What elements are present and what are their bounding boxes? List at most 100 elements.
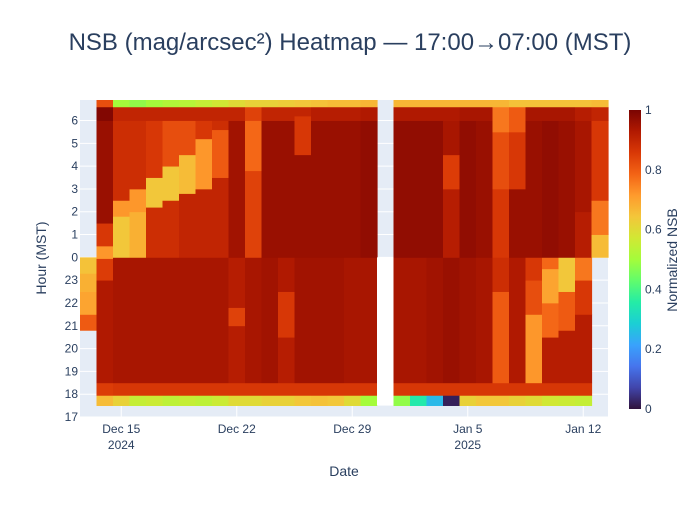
heatmap-cell[interactable] bbox=[146, 120, 164, 178]
heatmap-cell[interactable] bbox=[179, 257, 197, 384]
heatmap-cell[interactable] bbox=[146, 106, 164, 121]
heatmap-cell[interactable] bbox=[261, 100, 279, 108]
heatmap-cell[interactable] bbox=[96, 100, 114, 108]
heatmap-cell[interactable] bbox=[195, 395, 213, 406]
heatmap-cell[interactable] bbox=[509, 188, 527, 258]
heatmap-cell[interactable] bbox=[96, 223, 114, 247]
heatmap-cell[interactable] bbox=[542, 106, 560, 121]
heatmap-cell[interactable] bbox=[228, 257, 246, 308]
heatmap-cell[interactable] bbox=[162, 257, 180, 384]
heatmap-cell[interactable] bbox=[146, 100, 164, 108]
heatmap-cell[interactable] bbox=[195, 120, 213, 140]
heatmap-cell[interactable] bbox=[261, 257, 279, 384]
heatmap-cell[interactable] bbox=[179, 100, 197, 108]
heatmap-cell[interactable] bbox=[525, 314, 543, 384]
heatmap-cell[interactable] bbox=[476, 120, 494, 258]
heatmap-cell[interactable] bbox=[311, 120, 329, 258]
heatmap-cell[interactable] bbox=[261, 106, 279, 121]
heatmap-cell[interactable] bbox=[558, 100, 576, 108]
heatmap-cell[interactable] bbox=[443, 106, 461, 121]
heatmap-cell[interactable] bbox=[360, 257, 378, 384]
heatmap-cell[interactable] bbox=[228, 120, 246, 258]
heatmap-cell[interactable] bbox=[113, 382, 131, 396]
heatmap-cell[interactable] bbox=[410, 257, 428, 384]
heatmap-cell[interactable] bbox=[113, 216, 131, 258]
heatmap-cell[interactable] bbox=[162, 200, 180, 258]
heatmap-cell[interactable] bbox=[294, 115, 312, 156]
heatmap-cell[interactable] bbox=[294, 100, 312, 108]
heatmap-cell[interactable] bbox=[261, 120, 279, 258]
heatmap-cell[interactable] bbox=[327, 100, 345, 108]
heatmap-cell[interactable] bbox=[344, 257, 362, 384]
heatmap-cell[interactable] bbox=[476, 106, 494, 121]
heatmap-cell[interactable] bbox=[245, 170, 263, 258]
heatmap-cell[interactable] bbox=[525, 106, 543, 121]
heatmap-cell[interactable] bbox=[591, 106, 609, 121]
heatmap-cell[interactable] bbox=[80, 291, 98, 315]
heatmap-cell[interactable] bbox=[311, 106, 329, 121]
heatmap-cell[interactable] bbox=[459, 106, 477, 121]
heatmap-cell[interactable] bbox=[410, 100, 428, 108]
heatmap-cell[interactable] bbox=[591, 200, 609, 235]
heatmap-cell[interactable] bbox=[96, 382, 114, 396]
heatmap-cell[interactable] bbox=[311, 395, 329, 406]
heatmap-cell[interactable] bbox=[195, 257, 213, 384]
heatmap-cell[interactable] bbox=[278, 337, 296, 384]
heatmap-cell[interactable] bbox=[278, 382, 296, 396]
heatmap-cell[interactable] bbox=[195, 188, 213, 258]
heatmap-cell[interactable] bbox=[558, 257, 576, 292]
heatmap-cell[interactable] bbox=[360, 382, 378, 396]
heatmap-cell[interactable] bbox=[542, 268, 560, 304]
heatmap-cell[interactable] bbox=[492, 131, 510, 190]
heatmap-cell[interactable] bbox=[113, 100, 131, 108]
heatmap-cell[interactable] bbox=[575, 106, 593, 121]
heatmap-cell[interactable] bbox=[146, 257, 164, 384]
heatmap-cell[interactable] bbox=[575, 395, 593, 406]
heatmap-cell[interactable] bbox=[228, 382, 246, 396]
heatmap-cell[interactable] bbox=[426, 395, 444, 406]
heatmap-cell[interactable] bbox=[459, 257, 477, 384]
heatmap-cell[interactable] bbox=[294, 395, 312, 406]
heatmap-cell[interactable] bbox=[525, 395, 543, 406]
heatmap-cell[interactable] bbox=[426, 100, 444, 108]
heatmap-cell[interactable] bbox=[509, 100, 527, 108]
heatmap-cell[interactable] bbox=[443, 395, 461, 406]
heatmap-cell[interactable] bbox=[212, 100, 230, 108]
heatmap-cell[interactable] bbox=[459, 100, 477, 108]
heatmap-cell[interactable] bbox=[129, 188, 147, 213]
heatmap-cell[interactable] bbox=[575, 120, 593, 213]
heatmap-cell[interactable] bbox=[476, 395, 494, 406]
heatmap-cell[interactable] bbox=[344, 382, 362, 396]
heatmap-cell[interactable] bbox=[558, 120, 576, 258]
heatmap-cell[interactable] bbox=[542, 337, 560, 384]
heatmap-cell[interactable] bbox=[327, 382, 345, 396]
heatmap-cell[interactable] bbox=[393, 395, 411, 406]
heatmap-cell[interactable] bbox=[129, 382, 147, 396]
heatmap-cell[interactable] bbox=[195, 138, 213, 190]
heatmap-cell[interactable] bbox=[344, 100, 362, 108]
heatmap-cell[interactable] bbox=[525, 382, 543, 396]
heatmap-cell[interactable] bbox=[80, 257, 98, 274]
heatmap-cell[interactable] bbox=[393, 106, 411, 121]
heatmap-cell[interactable] bbox=[410, 120, 428, 258]
heatmap-cell[interactable] bbox=[575, 100, 593, 108]
heatmap-cell[interactable] bbox=[261, 395, 279, 406]
heatmap-cell[interactable] bbox=[542, 395, 560, 406]
heatmap-cell[interactable] bbox=[96, 258, 114, 281]
heatmap-cell[interactable] bbox=[558, 395, 576, 406]
heatmap-cell[interactable] bbox=[344, 120, 362, 258]
heatmap-cell[interactable] bbox=[360, 100, 378, 108]
heatmap-cell[interactable] bbox=[162, 100, 180, 108]
heatmap-cell[interactable] bbox=[542, 257, 560, 270]
heatmap-cell[interactable] bbox=[410, 395, 428, 406]
heatmap-cell[interactable] bbox=[443, 120, 461, 156]
heatmap-cell[interactable] bbox=[492, 291, 510, 384]
heatmap-cell[interactable] bbox=[360, 395, 378, 406]
heatmap-cell[interactable] bbox=[228, 100, 246, 108]
heatmap-cell[interactable] bbox=[575, 257, 593, 281]
heatmap-cell[interactable] bbox=[212, 177, 230, 258]
heatmap-cell[interactable] bbox=[575, 382, 593, 396]
heatmap-cell[interactable] bbox=[113, 257, 131, 384]
heatmap-cell[interactable] bbox=[311, 257, 329, 384]
heatmap-cell[interactable] bbox=[327, 395, 345, 406]
